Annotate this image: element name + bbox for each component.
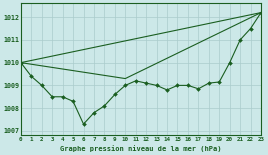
X-axis label: Graphe pression niveau de la mer (hPa): Graphe pression niveau de la mer (hPa) [60, 145, 222, 152]
